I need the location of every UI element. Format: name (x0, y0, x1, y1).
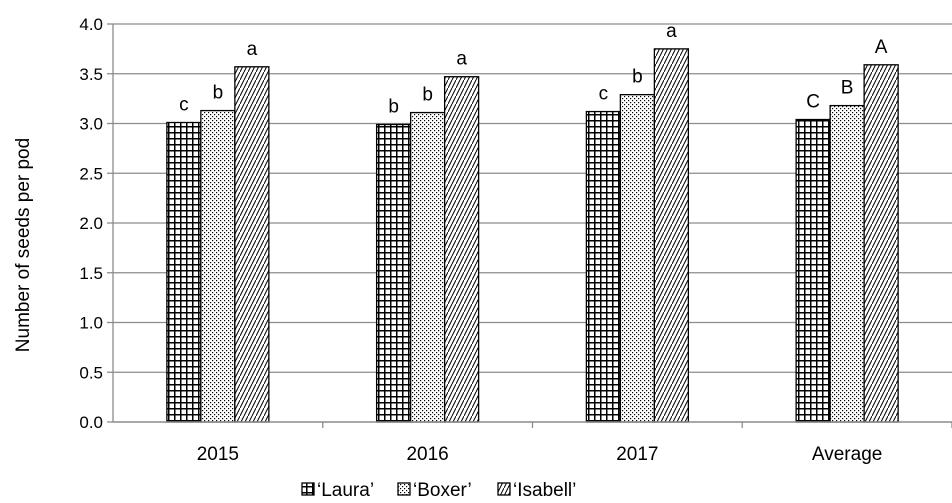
legend: ‘Laura’ ‘Boxer’ ‘Isabell’ (301, 480, 576, 501)
x-category-label: 2016 (406, 444, 448, 465)
significance-letter: C (806, 92, 820, 113)
y-tick-label: 3.0 (79, 115, 103, 134)
significance-letter: a (666, 21, 677, 42)
bar-grid-2015 (166, 121, 202, 423)
y-tick-label: 1.0 (79, 314, 103, 333)
bar-diagonal-2015 (234, 66, 270, 423)
significance-letter: b (388, 96, 399, 117)
bar-dots-2015 (200, 109, 236, 423)
y-axis-ticks: 0.0 0.5 1.0 1.5 2.0 2.5 3.0 3.5 4.0 (79, 15, 113, 432)
bar-dots-2017 (619, 93, 656, 423)
y-tick-label: 0.5 (79, 363, 103, 382)
bar-diagonal-2017 (653, 48, 690, 423)
bar-grid-average (795, 118, 831, 423)
x-category-label: 2015 (197, 444, 239, 465)
y-axis-title: Number of seeds per pod (13, 138, 34, 352)
significance-letter: c (179, 95, 189, 116)
x-category-label: 2017 (616, 444, 658, 465)
y-tick-label: 4.0 (79, 15, 103, 34)
bars (166, 48, 899, 423)
significance-letter: b (422, 85, 433, 106)
y-tick-label: 1.5 (79, 264, 103, 283)
bar-dots-average (829, 104, 865, 423)
bar-dots-2016 (409, 111, 446, 423)
bar-grid-2016 (375, 123, 412, 423)
y-tick-label: 2.5 (79, 164, 103, 183)
significance-letter: c (599, 84, 609, 105)
legend-label: ‘Laura’ (317, 480, 374, 501)
bar-diagonal-average (863, 64, 899, 423)
significance-letters: c b a b b a c b a CBA (179, 21, 888, 118)
significance-letter: A (875, 37, 888, 58)
bar-diagonal-2016 (443, 76, 480, 423)
x-category-label: Average (812, 444, 882, 465)
significance-letter: b (632, 67, 643, 88)
legend-label: ‘Isabell’ (513, 480, 576, 501)
legend-label: ‘Boxer’ (413, 480, 472, 501)
y-tick-label: 3.5 (79, 65, 103, 84)
y-tick-label: 2.0 (79, 214, 103, 233)
significance-letter: a (247, 39, 258, 60)
legend-swatch-dots (397, 482, 411, 496)
significance-letter: B (841, 78, 854, 99)
significance-letter: a (456, 49, 467, 70)
legend-swatch-grid (301, 482, 315, 496)
x-axis-category-labels: 2015 2016 2017 Average (197, 444, 883, 465)
bar-grid-2017 (585, 110, 622, 423)
legend-swatch-diagonal (497, 482, 511, 496)
y-tick-label: 0.0 (79, 413, 103, 432)
significance-letter: b (213, 83, 224, 104)
x-axis (112, 24, 952, 428)
